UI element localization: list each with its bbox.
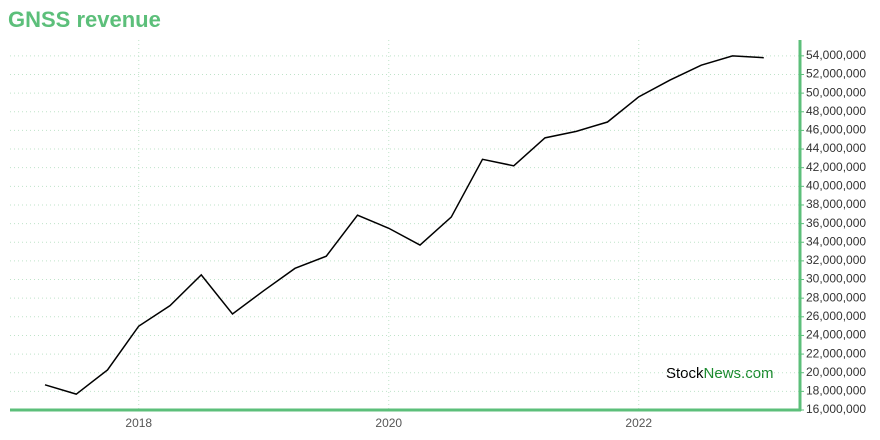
x-tick-label: 2018 (125, 416, 152, 430)
y-tick-label: 36,000,000 (806, 216, 866, 230)
y-tick-label: 34,000,000 (806, 234, 866, 248)
y-tick-label: 38,000,000 (806, 197, 866, 211)
y-tick-label: 32,000,000 (806, 253, 866, 267)
y-tick-label: 44,000,000 (806, 141, 866, 155)
watermark-part: Stock (666, 365, 704, 382)
chart-title: GNSS revenue (8, 7, 161, 32)
y-tick-label: 22,000,000 (806, 346, 866, 360)
y-tick-label: 46,000,000 (806, 123, 866, 137)
y-tick-label: 18,000,000 (806, 384, 866, 398)
watermark-part: News.com (704, 365, 774, 382)
y-tick-label: 30,000,000 (806, 272, 866, 286)
y-tick-label: 28,000,000 (806, 290, 866, 304)
x-tick-label: 2020 (375, 416, 402, 430)
y-tick-label: 54,000,000 (806, 48, 866, 62)
y-tick-label: 20,000,000 (806, 365, 866, 379)
y-tick-label: 24,000,000 (806, 328, 866, 342)
y-tick-label: 42,000,000 (806, 160, 866, 174)
watermark: StockNews.com (666, 365, 774, 382)
y-tick-label: 40,000,000 (806, 178, 866, 192)
y-tick-label: 48,000,000 (806, 104, 866, 118)
line (44, 55, 764, 395)
y-tick-label: 52,000,000 (806, 67, 866, 81)
y-tick-label: 26,000,000 (806, 309, 866, 323)
y-tick-label: 16,000,000 (806, 402, 866, 416)
x-tick-label: 2022 (625, 416, 652, 430)
y-tick-label: 50,000,000 (806, 85, 866, 99)
